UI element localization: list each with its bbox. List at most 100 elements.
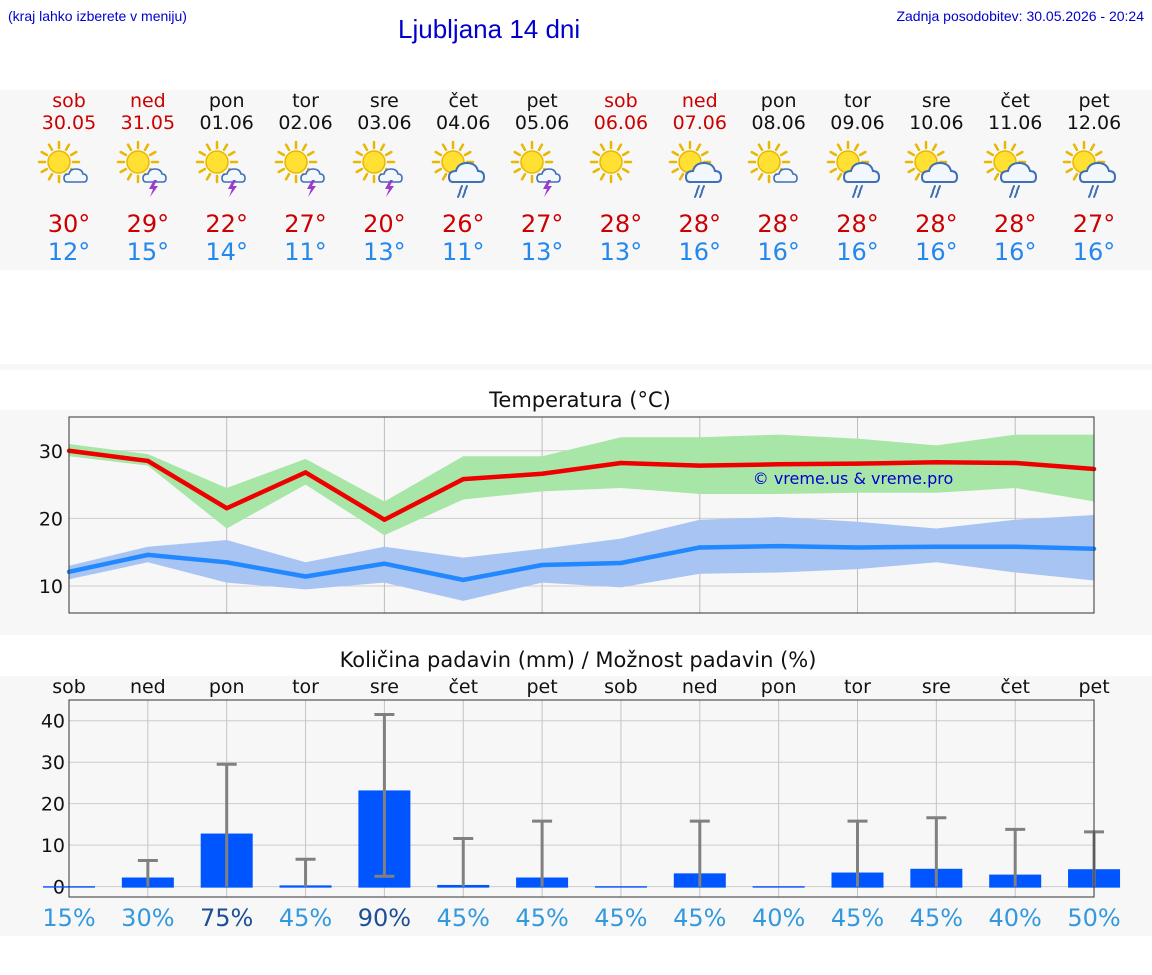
page-title: Ljubljana 14 dni [398, 14, 581, 44]
lightning-icon [148, 180, 158, 197]
precip-chance-label: 45% [279, 904, 332, 932]
sun-ray [434, 167, 443, 174]
data-point [776, 462, 781, 467]
y-tick-label: 40 [41, 711, 65, 733]
sun-ray [907, 150, 916, 157]
day-date: 07.06 [672, 112, 727, 134]
plot-frame [68, 416, 1095, 614]
lightning-icon [306, 180, 316, 197]
sun-ray [64, 143, 71, 152]
data-point [697, 545, 702, 550]
rain-drop [698, 191, 703, 198]
sun-cloud-rain-icon [983, 140, 1038, 198]
rain-drop [459, 185, 464, 192]
sun-ray [126, 172, 133, 181]
precip-chance-label: 40% [752, 904, 805, 932]
rain-icon [1009, 185, 1021, 198]
sun-ray [119, 150, 127, 157]
day-date: 31.05 [120, 112, 176, 134]
rain-drop [858, 185, 863, 192]
forecast-day: sre 10.06 28° 16° [896, 90, 976, 266]
sun-ray [143, 143, 150, 152]
data-point [461, 476, 466, 482]
sun-ray [459, 143, 465, 152]
sun-ray [750, 167, 758, 174]
day-name: sre [921, 90, 951, 112]
cloud-icon [1079, 161, 1117, 183]
cloud-icon [448, 161, 486, 183]
temp-max: 28° [599, 210, 643, 238]
sun-ray [434, 150, 443, 157]
day-date: 03.06 [357, 112, 412, 134]
day-name: pet [526, 90, 558, 112]
precip-chance-label: 30% [121, 904, 174, 932]
data-point [618, 460, 624, 466]
day-name: tor [844, 90, 871, 112]
sun-ray [126, 143, 133, 152]
data-point [461, 577, 466, 583]
rain-icon [693, 185, 705, 198]
x-tick-label: sob [604, 676, 638, 698]
day-date: 06.06 [593, 112, 649, 134]
precip-chance-label: 45% [437, 904, 490, 932]
x-tick-label: pon [761, 676, 797, 698]
sun-ray [276, 150, 285, 157]
sun-ray [520, 143, 527, 152]
sun-ray [678, 143, 685, 152]
sun-ray [757, 172, 763, 181]
rain-icon [851, 185, 863, 198]
cloud-icon [378, 168, 404, 183]
forecast-day: pet 05.06 27° 13° [502, 90, 582, 266]
forecast-band [0, 90, 1152, 270]
hint-text: (kraj lahko izberete v meniju) [8, 8, 187, 24]
rain-drop [464, 185, 469, 192]
sun-ray [993, 143, 1000, 152]
sun-ray [671, 150, 679, 157]
precip-chart-title: Količina padavin (mm) / Možnost padavin … [339, 648, 817, 672]
sun-disc [126, 150, 150, 174]
rain-drop [700, 185, 705, 192]
sun-ray [828, 167, 837, 174]
precip-chance-label: 40% [989, 904, 1042, 932]
sun-disc [756, 150, 781, 174]
forecast-day: čet 11.06 28° 16° [975, 90, 1055, 266]
temp-min: 16° [757, 238, 800, 266]
sun-ray [442, 172, 448, 181]
data-point [303, 574, 308, 579]
sun-ray [205, 143, 211, 152]
cloud-icon [1000, 161, 1038, 183]
rain-icon [1088, 185, 1100, 198]
sun-ray [828, 150, 837, 157]
temp-max: 20° [363, 210, 406, 238]
x-tick-label: tor [292, 676, 319, 698]
sun-ray [40, 167, 49, 174]
x-tick-label: čet [448, 676, 478, 698]
sun-ray [853, 143, 859, 152]
rain-drop [462, 191, 467, 198]
data-point [1013, 544, 1018, 549]
sun-ray [986, 167, 995, 174]
forecast-day: tor 09.06 28° 16° [818, 90, 898, 266]
sun-ray [537, 143, 544, 152]
cloud-icon [842, 161, 880, 183]
sun-ray [774, 143, 780, 152]
precip-chance-label: 45% [594, 904, 647, 932]
y-tick-label: 10 [39, 576, 63, 598]
x-tick-label: sob [52, 676, 86, 698]
sun-ray [1010, 143, 1017, 152]
sun-ray [513, 167, 522, 174]
sun-ray [442, 143, 448, 152]
sun-disc [204, 150, 229, 174]
temp-min: 15° [126, 238, 170, 266]
cloud-icon [772, 168, 798, 183]
day-name: sob [604, 90, 638, 112]
forecast-day: ned 31.05 29° 15° [108, 90, 188, 266]
rain-drop [937, 185, 942, 192]
sun-ray [464, 150, 472, 157]
y-tick-label: 30 [41, 752, 65, 774]
cloud-shape [142, 168, 167, 183]
day-name: ned [129, 90, 166, 112]
sun-ray [47, 172, 54, 181]
sun-ray [915, 143, 921, 152]
cloud-icon [536, 168, 561, 183]
